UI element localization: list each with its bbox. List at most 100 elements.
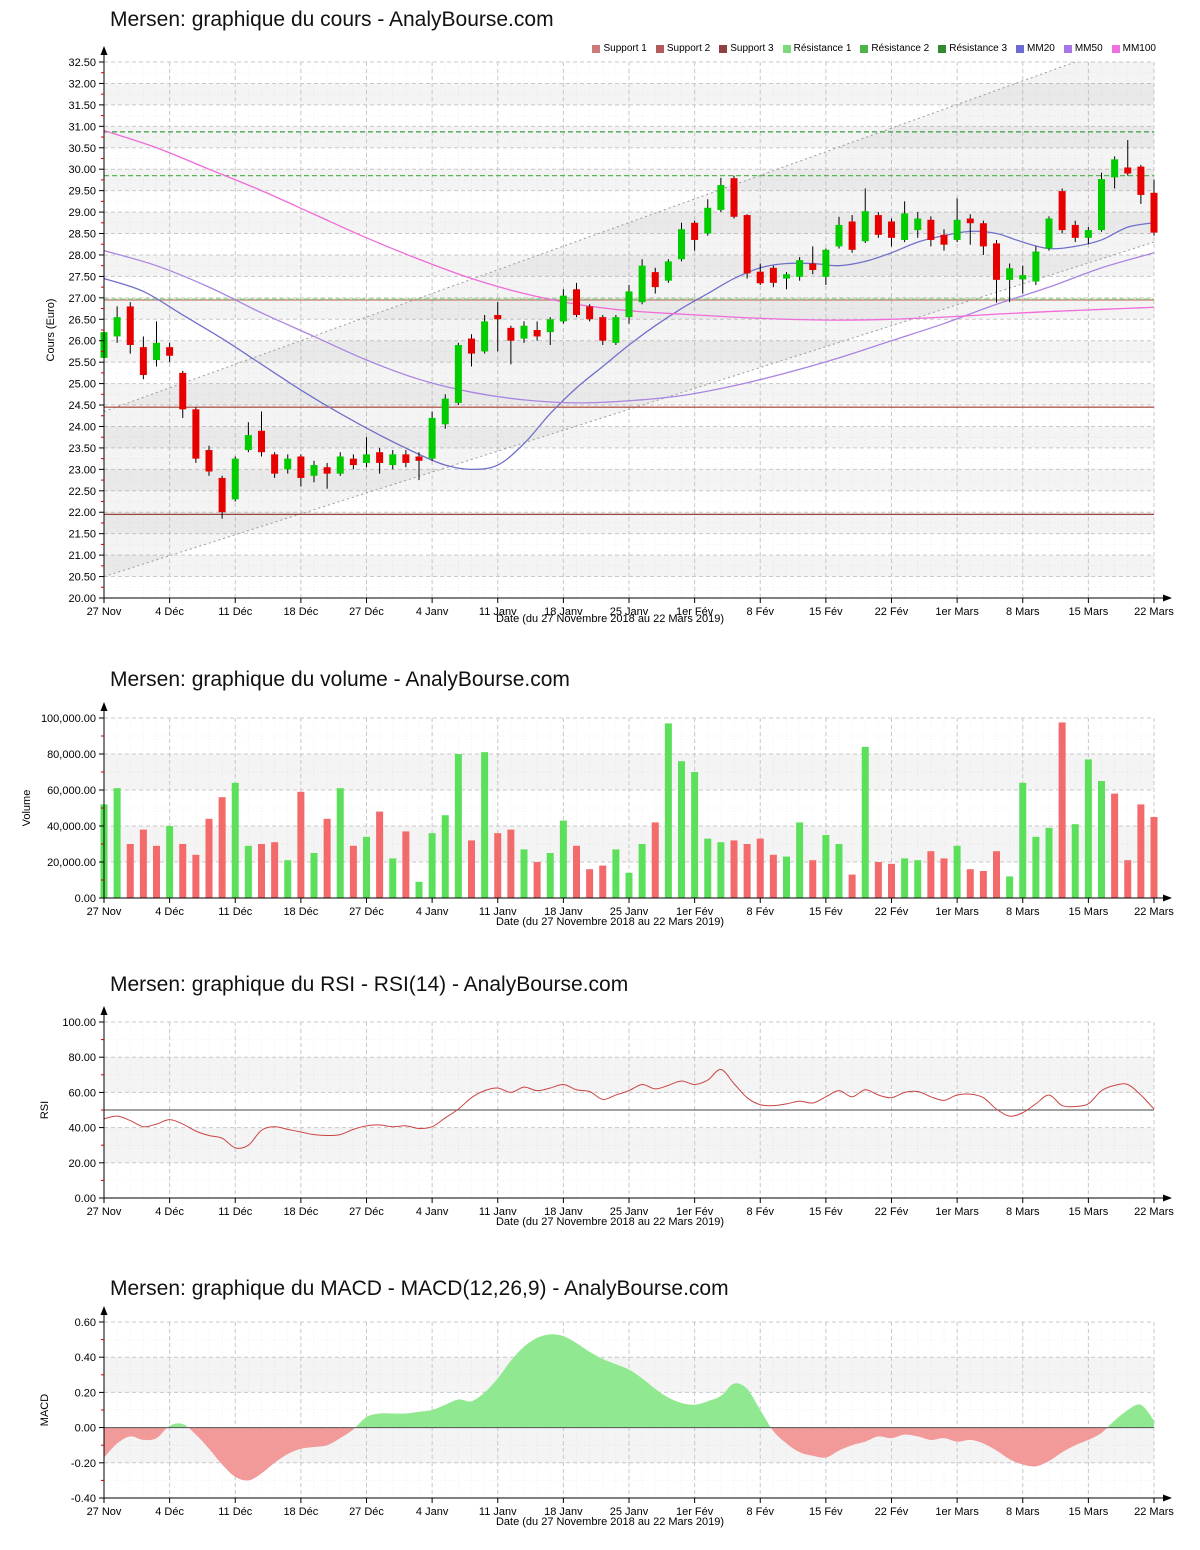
svg-text:0.00: 0.00 bbox=[75, 893, 96, 905]
svg-text:1er Fév: 1er Fév bbox=[676, 1206, 714, 1218]
svg-text:15 Mars: 15 Mars bbox=[1069, 606, 1109, 618]
svg-text:4 Déc: 4 Déc bbox=[155, 906, 184, 918]
support-resistance-levels bbox=[104, 131, 1154, 516]
svg-text:1er Mars: 1er Mars bbox=[935, 1506, 979, 1518]
svg-text:27 Nov: 27 Nov bbox=[87, 606, 122, 618]
svg-text:25 Janv: 25 Janv bbox=[610, 906, 649, 918]
legend-swatch bbox=[782, 44, 791, 53]
svg-text:27 Déc: 27 Déc bbox=[349, 606, 384, 618]
volume-axes: 0.00 20,000.00 40,000.00 60,000.00 80,000.00… bbox=[21, 702, 1174, 918]
price-chart-title: Mersen: graphique du cours - AnalyBourse… bbox=[110, 8, 554, 31]
svg-text:4 Janv: 4 Janv bbox=[416, 1206, 449, 1218]
svg-text:25 Janv: 25 Janv bbox=[610, 1506, 649, 1518]
svg-text:100,000.00: 100,000.00 bbox=[41, 713, 96, 725]
svg-text:80,000.00: 80,000.00 bbox=[47, 749, 96, 761]
price-chart-canvas: 20.00 20.50 21.00 21.50 22.00 22.50 23.00 23.50… bbox=[45, 46, 1174, 618]
svg-text:8 Fév: 8 Fév bbox=[746, 606, 774, 618]
macd-axes: -0.40 -0.20 0.00 0.20 0.40 0.60 27 Nov 4 Déc 11 … bbox=[39, 1306, 1174, 1518]
svg-text:26.50: 26.50 bbox=[68, 314, 96, 326]
svg-text:21.00: 21.00 bbox=[68, 550, 96, 562]
svg-text:40.00: 40.00 bbox=[68, 1123, 96, 1135]
svg-text:23.50: 23.50 bbox=[68, 443, 96, 455]
svg-text:0.60: 0.60 bbox=[75, 1317, 96, 1329]
legend-label: Support 2 bbox=[666, 43, 711, 54]
legend-label: Support 3 bbox=[730, 43, 774, 54]
svg-text:18 Janv: 18 Janv bbox=[544, 606, 583, 618]
svg-text:18 Déc: 18 Déc bbox=[283, 1206, 318, 1218]
svg-text:8 Mars: 8 Mars bbox=[1006, 906, 1040, 918]
svg-text:28.00: 28.00 bbox=[68, 250, 96, 262]
legend-swatch bbox=[860, 44, 869, 53]
rsi-axes: 0.00 20.00 40.00 60.00 80.00 100.00 27 Nov 4 Dé… bbox=[39, 1006, 1174, 1218]
svg-text:22.00: 22.00 bbox=[68, 507, 96, 519]
svg-text:11 Janv: 11 Janv bbox=[479, 906, 517, 918]
svg-text:11 Déc: 11 Déc bbox=[218, 606, 253, 618]
svg-text:18 Janv: 18 Janv bbox=[544, 1506, 583, 1518]
svg-text:80.00: 80.00 bbox=[68, 1052, 96, 1064]
svg-text:18 Déc: 18 Déc bbox=[283, 1506, 318, 1518]
svg-text:21.50: 21.50 bbox=[68, 529, 96, 541]
svg-text:11 Janv: 11 Janv bbox=[479, 1506, 517, 1518]
volume-bars bbox=[100, 722, 1158, 898]
svg-text:11 Déc: 11 Déc bbox=[218, 906, 253, 918]
legend-label: Résistance 1 bbox=[793, 43, 852, 54]
svg-text:24.50: 24.50 bbox=[68, 400, 96, 412]
svg-text:22 Mars: 22 Mars bbox=[1134, 1506, 1174, 1518]
legend-label: MM20 bbox=[1027, 43, 1055, 54]
svg-text:4 Janv: 4 Janv bbox=[416, 1506, 449, 1518]
svg-text:27 Nov: 27 Nov bbox=[87, 1506, 122, 1518]
svg-text:4 Déc: 4 Déc bbox=[155, 1206, 184, 1218]
svg-text:22 Mars: 22 Mars bbox=[1134, 906, 1174, 918]
svg-text:60,000.00: 60,000.00 bbox=[47, 785, 96, 797]
legend-item-résistance-2: Résistance 2 bbox=[860, 43, 929, 54]
svg-text:40,000.00: 40,000.00 bbox=[47, 821, 96, 833]
svg-text:29.50: 29.50 bbox=[68, 186, 96, 198]
svg-text:25.50: 25.50 bbox=[68, 357, 96, 369]
svg-text:22 Fév: 22 Fév bbox=[875, 906, 909, 918]
svg-text:27 Déc: 27 Déc bbox=[349, 1206, 384, 1218]
svg-text:30.50: 30.50 bbox=[68, 143, 96, 155]
svg-text:0.00: 0.00 bbox=[75, 1193, 96, 1205]
legend-item-support-2: Support 2 bbox=[655, 43, 711, 54]
svg-text:1er Mars: 1er Mars bbox=[935, 906, 979, 918]
volume-chart-canvas: 0.00 20,000.00 40,000.00 60,000.00 80,000.00… bbox=[21, 702, 1174, 918]
svg-text:8 Mars: 8 Mars bbox=[1006, 1506, 1040, 1518]
svg-text:Volume: Volume bbox=[21, 790, 33, 827]
svg-text:100.00: 100.00 bbox=[62, 1017, 96, 1029]
macd-chart-title: Mersen: graphique du MACD - MACD(12,26,9… bbox=[110, 1277, 729, 1300]
legend-item-mm20: MM20 bbox=[1016, 43, 1055, 54]
svg-text:20,000.00: 20,000.00 bbox=[47, 857, 96, 869]
macd-chart-canvas: -0.40 -0.20 0.00 0.20 0.40 0.60 27 Nov 4 Déc 11 … bbox=[39, 1306, 1174, 1518]
svg-text:32.50: 32.50 bbox=[68, 57, 96, 69]
svg-text:MACD: MACD bbox=[39, 1394, 51, 1426]
svg-text:0.20: 0.20 bbox=[75, 1387, 96, 1399]
legend-item-support-1: Support 1 bbox=[592, 43, 647, 54]
svg-text:31.50: 31.50 bbox=[68, 100, 96, 112]
svg-text:60.00: 60.00 bbox=[68, 1087, 96, 1099]
macd-x-axis-label: Date (du 27 Novembre 2018 au 22 Mars 201… bbox=[495, 1516, 725, 1528]
svg-text:25 Janv: 25 Janv bbox=[610, 606, 649, 618]
svg-text:RSI: RSI bbox=[39, 1101, 51, 1119]
svg-text:1er Mars: 1er Mars bbox=[935, 606, 979, 618]
svg-text:0.40: 0.40 bbox=[75, 1352, 96, 1364]
price-axes: 20.00 20.50 21.00 21.50 22.00 22.50 23.00 23.50… bbox=[45, 46, 1174, 618]
svg-text:15 Mars: 15 Mars bbox=[1069, 1506, 1109, 1518]
volume-x-axis-label: Date (du 27 Novembre 2018 au 22 Mars 201… bbox=[495, 916, 725, 928]
svg-text:-0.20: -0.20 bbox=[71, 1458, 96, 1470]
svg-text:23.00: 23.00 bbox=[68, 464, 96, 476]
svg-text:11 Janv: 11 Janv bbox=[479, 606, 517, 618]
legend-swatch bbox=[719, 44, 728, 53]
svg-text:1er Mars: 1er Mars bbox=[935, 1206, 979, 1218]
legend-swatch bbox=[1016, 44, 1025, 53]
rsi-chart-title: Mersen: graphique du RSI - RSI(14) - Ana… bbox=[110, 973, 629, 996]
legend-swatch bbox=[655, 44, 664, 53]
svg-text:22.50: 22.50 bbox=[68, 486, 96, 498]
candlesticks bbox=[100, 140, 1158, 519]
svg-text:25 Janv: 25 Janv bbox=[610, 1206, 649, 1218]
macd-histogram-area bbox=[104, 1334, 1154, 1481]
legend-swatch bbox=[938, 44, 947, 53]
svg-text:15 Fév: 15 Fév bbox=[809, 1506, 843, 1518]
svg-text:8 Mars: 8 Mars bbox=[1006, 1206, 1040, 1218]
svg-text:20.00: 20.00 bbox=[68, 593, 96, 605]
